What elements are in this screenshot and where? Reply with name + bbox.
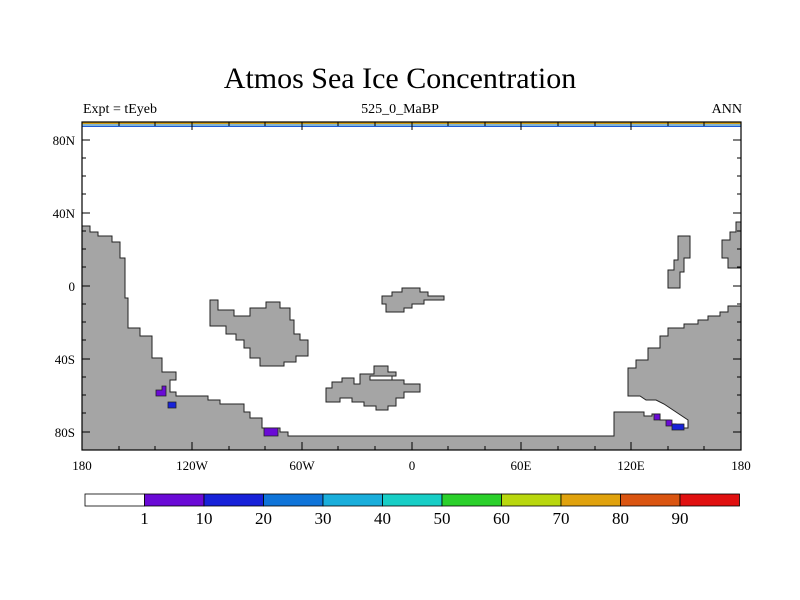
colorbar-label-70: 70 [553, 509, 570, 528]
lon-label-180w: 180 [72, 458, 92, 473]
colorbar-swatch-8 [560, 493, 621, 507]
sea-ice-west-1 [155, 385, 167, 397]
colorbar-swatch-1 [144, 493, 205, 507]
colorbar-label-90: 90 [672, 509, 689, 528]
season-label: ANN [711, 102, 742, 117]
lon-label-60e: 60E [511, 458, 532, 473]
inner-lake [369, 375, 393, 381]
colorbar-labels: 1 10 20 30 40 50 60 70 80 90 [140, 509, 688, 528]
plot-title: Atmos Sea Ice Concentration [223, 62, 577, 95]
colorbar-label-10: 10 [196, 509, 213, 528]
colorbar-swatch-6 [441, 493, 502, 507]
lat-label-80n: 80N [53, 133, 76, 148]
land-south-island [325, 365, 421, 411]
colorbar-label-40: 40 [374, 509, 391, 528]
land-central-continent [209, 299, 309, 367]
colorbar-label-50: 50 [434, 509, 451, 528]
colorbar-label-80: 80 [612, 509, 629, 528]
lat-label-80s: 80S [55, 425, 75, 440]
land-east-coast [721, 221, 742, 269]
sea-ice-west-2 [167, 401, 177, 409]
lat-ticks [82, 139, 741, 433]
colorbar-swatch-2 [203, 493, 264, 507]
sea-ice-central [263, 427, 279, 437]
sea-ice-east-3 [671, 423, 685, 431]
colorbar-swatch-4 [322, 493, 383, 507]
colorbar-label-20: 20 [255, 509, 272, 528]
lon-label-0: 0 [409, 458, 416, 473]
land-east-peninsula [667, 235, 691, 289]
lon-ticks [118, 122, 705, 450]
lon-label-60w: 60W [289, 458, 315, 473]
colorbar-swatch-5 [382, 493, 443, 507]
colorbar [84, 493, 740, 507]
colorbar-label-30: 30 [315, 509, 332, 528]
sea-ice-east-1 [653, 413, 661, 421]
lon-label-180e: 180 [731, 458, 751, 473]
colorbar-swatch-3 [263, 493, 324, 507]
lat-labels: 80N 40N 0 40S 80S [53, 133, 76, 440]
period-label: 525_0_MaBP [361, 102, 439, 117]
lon-label-120w: 120W [176, 458, 209, 473]
colorbar-swatch-9 [620, 493, 681, 507]
lat-label-0: 0 [69, 279, 76, 294]
sea-ice-east-2 [665, 419, 673, 427]
lat-label-40s: 40S [55, 352, 75, 367]
colorbar-swatch-0 [84, 493, 145, 507]
colorbar-label-1: 1 [140, 509, 149, 528]
lon-label-120e: 120E [617, 458, 645, 473]
experiment-label: Expt = tEyeb [83, 102, 157, 117]
land-north-island [381, 287, 445, 313]
lat-label-40n: 40N [53, 206, 76, 221]
colorbar-label-60: 60 [493, 509, 510, 528]
lon-labels: 180 120W 60W 0 60E 120E 180 [72, 458, 751, 473]
colorbar-swatch-10 [679, 493, 740, 507]
colorbar-swatch-7 [501, 493, 562, 507]
